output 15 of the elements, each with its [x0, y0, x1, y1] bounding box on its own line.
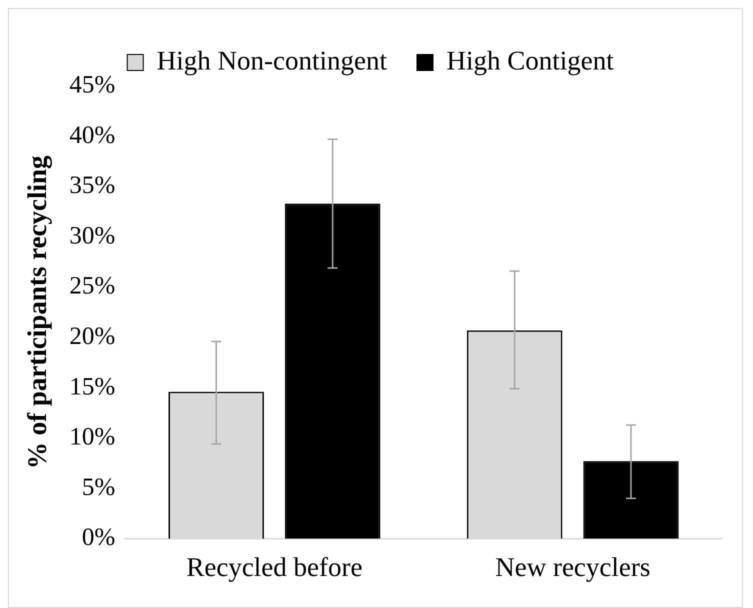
x-tick-label: Recycled before	[186, 552, 363, 582]
y-tick-label: 0%	[82, 524, 116, 552]
x-tick-label: New recyclers	[495, 552, 650, 582]
y-tick-label: 25%	[69, 272, 116, 300]
y-tick-label: 40%	[69, 122, 116, 149]
y-axis-title: % of participants recycling	[22, 154, 52, 470]
legend-label: High Contigent	[446, 46, 614, 76]
y-tick-label: 35%	[69, 172, 116, 200]
y-tick-label: 30%	[69, 222, 116, 250]
y-tick-label: 45%	[69, 72, 116, 99]
y-tick-label: 10%	[69, 424, 116, 451]
y-tick-label: 5%	[82, 474, 116, 501]
y-tick-label: 15%	[69, 373, 116, 400]
y-tick-label: 20%	[69, 323, 116, 350]
legend-label: High Non-contingent	[156, 46, 388, 76]
